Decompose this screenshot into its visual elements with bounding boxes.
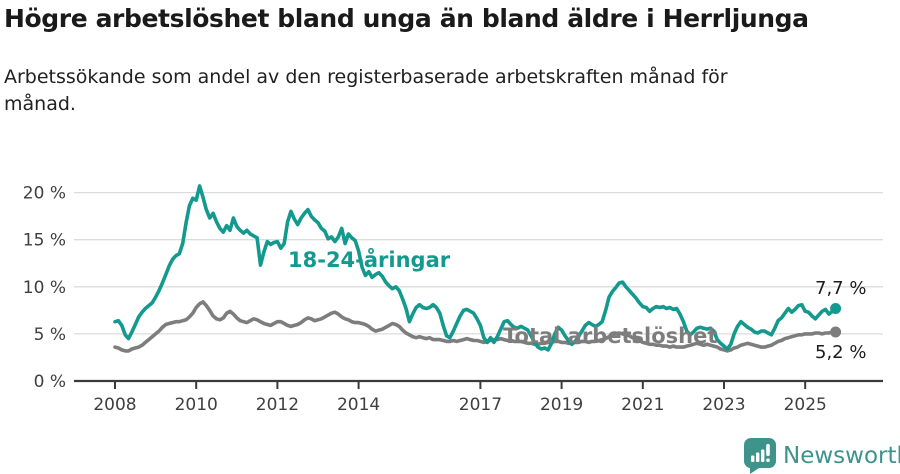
y-axis-label-0: 0 % <box>34 372 66 392</box>
x-axis-label-2017: 2017 <box>459 395 502 415</box>
newsworthy-brand-text: Newsworthy <box>783 442 900 469</box>
youth-end-value-label: 7,7 % <box>815 278 867 299</box>
total-end-dot <box>830 326 842 338</box>
x-axis-label-2014: 2014 <box>337 395 380 415</box>
subtitle-line-2: månad. <box>4 93 76 115</box>
y-axis-label-10: 10 % <box>23 278 66 298</box>
x-axis-label-2012: 2012 <box>256 395 299 415</box>
newsworthy-brand: Newsworthy <box>744 438 900 474</box>
youth-end-dot <box>830 303 842 314</box>
y-axis-label-15: 15 % <box>23 231 66 251</box>
chart-subtitle: Arbetssökande som andel av den registerb… <box>4 64 728 118</box>
x-axis-label-2019: 2019 <box>540 395 583 415</box>
y-axis-label-20: 20 % <box>23 184 66 204</box>
total-series-label: Total arbetslöshet <box>503 324 718 348</box>
youth-series-label: 18-24-åringar <box>288 248 451 272</box>
total-end-value-label: 5,2 % <box>815 342 867 363</box>
y-axis-label-5: 5 % <box>34 325 66 345</box>
x-axis-label-2008: 2008 <box>93 395 136 415</box>
youth-series-line <box>113 184 838 352</box>
x-axis-label-2025: 2025 <box>784 395 827 415</box>
newsworthy-logo-icon <box>744 438 776 474</box>
page-title: Högre arbetslöshet bland unga än bland ä… <box>4 4 809 33</box>
subtitle-line-1: Arbetssökande som andel av den registerb… <box>4 66 728 88</box>
x-axis-label-2010: 2010 <box>175 395 218 415</box>
x-axis-label-2023: 2023 <box>702 395 745 415</box>
total-series-line <box>113 300 838 353</box>
x-axis-label-2021: 2021 <box>621 395 664 415</box>
